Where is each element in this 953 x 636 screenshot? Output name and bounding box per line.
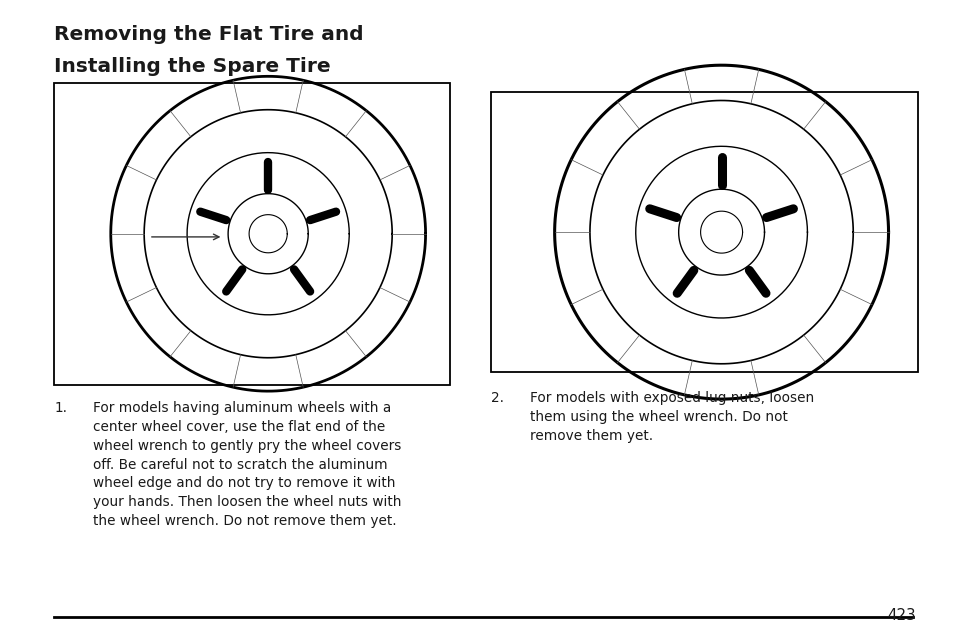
Text: For models with exposed lug nuts, loosen
them using the wheel wrench. Do not
rem: For models with exposed lug nuts, loosen… xyxy=(530,391,814,443)
Text: 2.: 2. xyxy=(491,391,504,405)
Text: 423: 423 xyxy=(886,608,915,623)
Text: Removing the Flat Tire and: Removing the Flat Tire and xyxy=(54,25,364,45)
Text: Installing the Spare Tire: Installing the Spare Tire xyxy=(54,57,331,76)
Polygon shape xyxy=(249,215,287,252)
Polygon shape xyxy=(700,211,741,253)
Bar xyxy=(491,92,917,372)
Text: 1.: 1. xyxy=(54,401,68,415)
Text: For models having aluminum wheels with a
center wheel cover, use the flat end of: For models having aluminum wheels with a… xyxy=(93,401,401,529)
Bar xyxy=(54,83,450,385)
